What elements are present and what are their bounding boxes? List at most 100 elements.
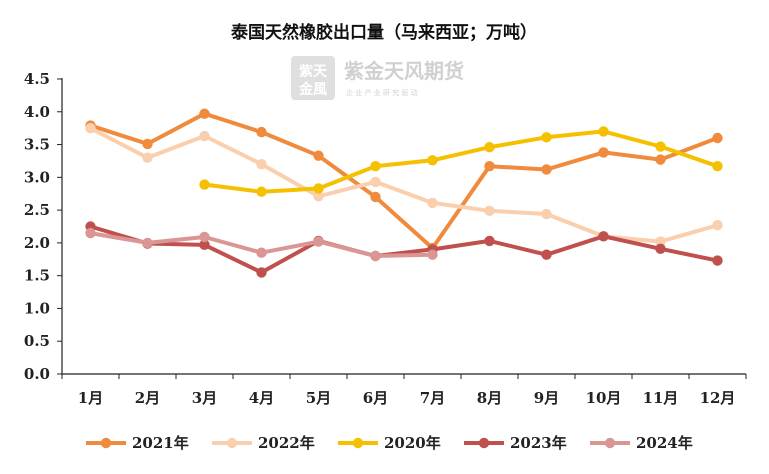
x-tick-label: 10月 — [586, 389, 622, 407]
watermark-logo-text: 紫金天风期货 — [344, 59, 464, 83]
watermark-sub-text: 企 业 产 业 研 究 驱 动 — [346, 88, 418, 97]
data-point — [199, 239, 210, 251]
legend-label: 2020年 — [384, 434, 441, 452]
y-tick-label: 0.0 — [24, 365, 50, 383]
x-tick-label: 5月 — [306, 389, 331, 407]
x-tick-label: 8月 — [477, 389, 502, 407]
data-point — [484, 235, 495, 247]
data-point — [541, 249, 552, 260]
data-point — [199, 231, 210, 243]
data-point — [199, 130, 210, 142]
series-line — [88, 111, 720, 251]
watermark-logo-icon — [291, 56, 335, 100]
data-point — [712, 255, 723, 266]
legend-item: 2022年 — [212, 434, 315, 452]
data-point — [142, 237, 153, 249]
watermark-logo-glyph-top: 紫天 — [299, 63, 328, 80]
data-point — [313, 236, 324, 247]
data-point — [541, 164, 552, 175]
watermark-logo-glyph-bottom: 金風 — [298, 81, 327, 98]
x-tick-label: 12月 — [700, 389, 736, 407]
data-point — [370, 191, 381, 203]
legend-item: 2021年 — [86, 434, 189, 452]
data-point — [598, 147, 609, 158]
legend-item: 2020年 — [338, 434, 441, 452]
x-tick-label: 6月 — [363, 389, 388, 407]
x-tick-label: 4月 — [249, 389, 274, 407]
x-tick-label: 11月 — [643, 389, 679, 407]
data-point — [712, 219, 723, 231]
series-2020年 — [199, 126, 723, 197]
x-tick-label: 1月 — [78, 389, 103, 407]
series-2021年 — [85, 108, 723, 254]
data-point — [85, 227, 96, 239]
data-point — [313, 183, 324, 194]
y-tick-label: 2.0 — [24, 234, 50, 252]
y-tick-label: 3.5 — [24, 136, 50, 154]
legend-swatch-marker — [226, 437, 238, 449]
data-point — [256, 159, 267, 170]
legend-swatch-marker — [604, 437, 616, 449]
y-tick-label: 1.0 — [24, 299, 50, 317]
data-point — [655, 141, 666, 152]
data-point — [427, 249, 438, 260]
data-point — [370, 250, 381, 262]
data-point — [142, 152, 153, 163]
y-tick-label: 2.5 — [24, 201, 50, 219]
series-line — [88, 224, 720, 275]
data-point — [712, 160, 723, 172]
data-point — [712, 132, 723, 144]
legend-swatch-marker — [352, 437, 364, 449]
y-tick-label: 1.5 — [24, 267, 50, 285]
data-point — [655, 236, 666, 247]
legend-label: 2024年 — [636, 434, 693, 452]
data-point — [142, 138, 153, 150]
series-2022年 — [85, 122, 723, 247]
x-tick-label: 7月 — [420, 389, 445, 407]
data-point — [598, 231, 609, 242]
data-point — [370, 176, 381, 188]
y-tick-label: 3.0 — [24, 168, 50, 186]
data-point — [313, 150, 324, 161]
series-2024年 — [85, 227, 438, 262]
legend-item: 2023年 — [464, 434, 567, 452]
y-tick-label: 0.5 — [24, 332, 50, 350]
legend-item: 2024年 — [590, 434, 693, 452]
chart-title: 泰国天然橡胶出口量（马来西亚；万吨） — [231, 22, 537, 43]
data-point — [541, 132, 552, 143]
data-point — [256, 247, 267, 258]
y-tick-label: 4.0 — [24, 103, 50, 121]
data-point — [256, 267, 267, 278]
legend-label: 2022年 — [258, 434, 315, 452]
series-line — [202, 129, 720, 194]
legend: 2021年 2022年 2020年 2023年 2024年 — [86, 434, 693, 452]
legend-swatch-marker — [100, 437, 112, 449]
series-layer — [85, 108, 723, 278]
data-point — [484, 205, 495, 216]
axes: 0.0 0.5 1.0 1.5 2.0 2.5 3.0 3.5 4.0 4.5 1月 2月 3月 4月 5月… — [24, 70, 747, 407]
y-tick-label: 4.5 — [24, 70, 50, 88]
data-point — [655, 154, 666, 165]
data-point — [484, 141, 495, 153]
legend-label: 2023年 — [510, 434, 567, 452]
data-point — [85, 122, 96, 134]
series-2023年 — [85, 221, 723, 278]
data-point — [598, 126, 609, 137]
x-tick-label: 9月 — [534, 389, 559, 407]
legend-swatch-marker — [478, 437, 490, 449]
data-point — [199, 108, 210, 119]
data-point — [370, 160, 381, 172]
data-point — [541, 208, 552, 220]
data-point — [484, 160, 495, 172]
data-point — [313, 191, 324, 202]
data-point — [199, 179, 210, 190]
data-point — [655, 243, 666, 254]
legend-label: 2021年 — [132, 434, 189, 452]
data-point — [427, 197, 438, 209]
x-tick-label: 2月 — [135, 389, 160, 407]
data-point — [256, 186, 267, 197]
data-point — [256, 126, 267, 138]
watermark: 紫天 金風 紫金天风期货 企 业 产 业 研 究 驱 动 — [291, 56, 464, 100]
x-tick-label: 3月 — [192, 389, 217, 407]
